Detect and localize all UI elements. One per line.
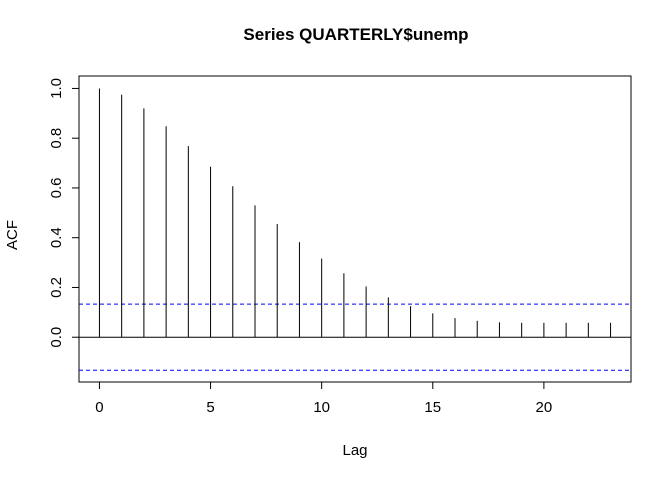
chart-title: Series QUARTERLY$unemp bbox=[243, 25, 468, 44]
y-tick-label: 0.2 bbox=[48, 277, 65, 298]
y-tick-label: 0.4 bbox=[48, 227, 65, 248]
x-tick-label: 10 bbox=[313, 399, 330, 416]
y-tick-label: 1.0 bbox=[48, 78, 65, 99]
y-tick-label: 0.6 bbox=[48, 178, 65, 199]
y-tick-label: 0.0 bbox=[48, 327, 65, 348]
x-tick-label: 15 bbox=[424, 399, 441, 416]
x-axis: 0 5 10 15 20 bbox=[95, 381, 553, 416]
y-axis-label: ACF bbox=[4, 220, 21, 250]
y-axis: 0.0 0.2 0.4 0.6 0.8 1.0 bbox=[48, 78, 80, 348]
y-tick-label: 0.8 bbox=[48, 128, 65, 149]
acf-stems bbox=[98, 88, 612, 338]
x-axis-label: Lag bbox=[342, 442, 367, 459]
plot-frame bbox=[78, 75, 632, 383]
confidence-bounds bbox=[79, 303, 631, 371]
x-tick-label: 5 bbox=[206, 399, 214, 416]
x-tick-label: 0 bbox=[95, 399, 103, 416]
x-tick-label: 20 bbox=[536, 399, 553, 416]
